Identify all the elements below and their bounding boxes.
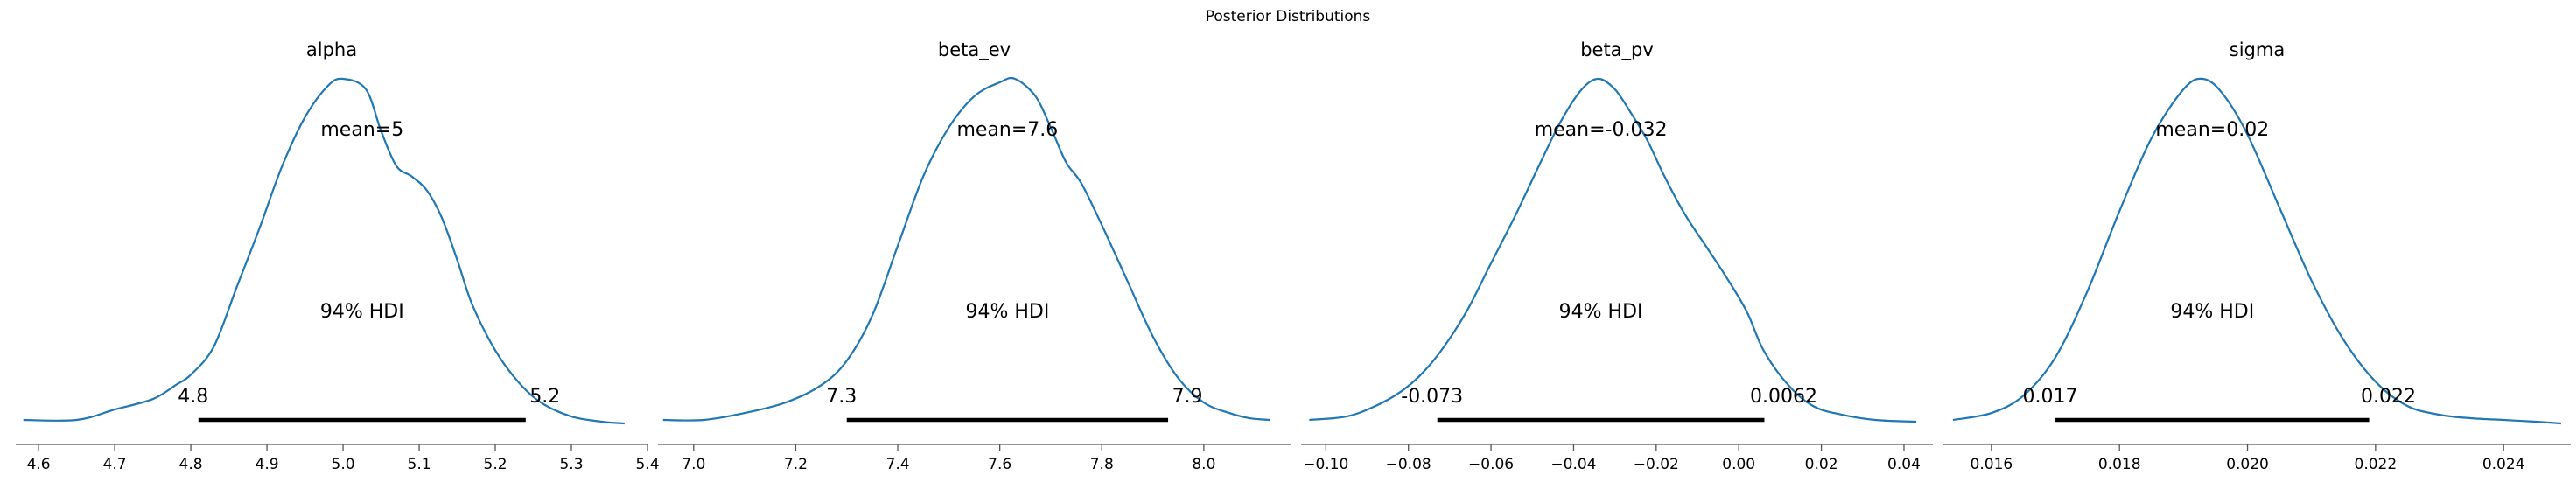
hdi-upper-label: 7.9 xyxy=(1172,386,1203,408)
panel-sigma: sigma 0.016 0.018 0.020 0.022 0.024 0.017 0.022… xyxy=(1943,39,2571,473)
panel-alpha: alpha 4.6 4.7 4.8 4.9 5.0 5.1 5.2 5.3 5.4 4.8 5.2 94… xyxy=(16,39,660,473)
x-tick-label: −0.02 xyxy=(1634,456,1679,473)
x-tick-label: 7.8 xyxy=(1090,456,1114,473)
panel-title: sigma xyxy=(2230,39,2285,60)
x-tick-label: 4.9 xyxy=(256,456,279,473)
hdi-upper-label: 0.022 xyxy=(2361,386,2416,408)
density-curve xyxy=(662,76,1270,422)
x-tick-label: 0.020 xyxy=(2226,456,2269,473)
x-tick-label: 5.0 xyxy=(332,456,355,473)
hdi-lower-label: 7.3 xyxy=(826,386,857,408)
panel-title: beta_ev xyxy=(938,39,1011,61)
x-tick-label: 4.7 xyxy=(103,456,127,473)
x-tick-label: 7.4 xyxy=(886,456,910,473)
hdi-lower-label: 4.8 xyxy=(178,386,208,408)
hdi-text: 94% HDI xyxy=(320,301,404,323)
x-tick-label: 0.02 xyxy=(1805,456,1838,473)
panel-beta-pv: beta_pv −0.10 −0.08 −0.06 −0.04 −0.02 0.00 0.02… xyxy=(1301,39,1933,473)
x-tick-label: 0.022 xyxy=(2355,456,2398,473)
x-tick-label: 0.024 xyxy=(2482,456,2525,473)
x-tick-label: 7.2 xyxy=(784,456,808,473)
hdi-text: 94% HDI xyxy=(1559,301,1643,323)
mean-label: mean=-0.032 xyxy=(1535,119,1668,141)
x-tick-label: −0.06 xyxy=(1468,456,1514,473)
panel-title: alpha xyxy=(306,39,357,60)
x-tick-label: 7.6 xyxy=(988,456,1012,473)
x-tick-label: 5.3 xyxy=(559,456,583,473)
x-tick-label: 7.0 xyxy=(682,456,705,473)
hdi-text: 94% HDI xyxy=(965,301,1049,323)
x-tick-label: 4.8 xyxy=(179,456,203,473)
x-tick-label: −0.04 xyxy=(1550,456,1596,473)
x-tick-label: 0.018 xyxy=(2098,456,2141,473)
hdi-lower-label: 0.017 xyxy=(2023,386,2078,408)
hdi-upper-label: 0.0062 xyxy=(1750,386,1817,408)
x-tick-label: −0.08 xyxy=(1386,456,1432,473)
hdi-text: 94% HDI xyxy=(2170,301,2254,323)
mean-label: mean=0.02 xyxy=(2155,119,2269,141)
density-curve xyxy=(1952,77,2562,425)
mean-label: mean=5 xyxy=(320,119,403,141)
x-tick-label: 4.6 xyxy=(27,456,51,473)
x-tick-label: −0.10 xyxy=(1303,456,1348,473)
panel-beta-ev: beta_ev 7.0 7.2 7.4 7.6 7.8 8.0 7.3 7.9 94% HDI me… xyxy=(658,39,1291,473)
panel-title: beta_pv xyxy=(1580,39,1654,61)
x-tick-label: 8.0 xyxy=(1192,456,1215,473)
x-tick-label: 0.016 xyxy=(1970,456,2013,473)
x-tick-label: 5.2 xyxy=(484,456,508,473)
figure-suptitle: Posterior Distributions xyxy=(1206,8,1371,25)
hdi-upper-label: 5.2 xyxy=(529,386,560,408)
x-tick-label: 0.00 xyxy=(1722,456,1755,473)
density-curve xyxy=(23,77,625,425)
mean-label: mean=7.6 xyxy=(956,119,1058,141)
density-curve xyxy=(1309,77,1917,424)
hdi-lower-label: -0.073 xyxy=(1401,386,1463,408)
x-tick-label: 5.1 xyxy=(408,456,431,473)
x-tick-label: 0.04 xyxy=(1887,456,1921,473)
x-tick-label: 5.4 xyxy=(635,456,659,473)
